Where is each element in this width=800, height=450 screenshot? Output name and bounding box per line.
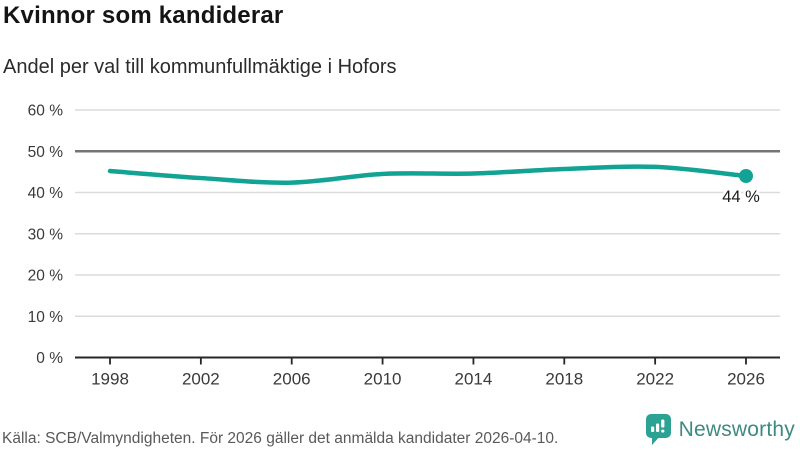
x-axis-tick-label: 2002 xyxy=(182,370,220,389)
y-axis-tick-label: 60 % xyxy=(28,103,64,120)
x-axis-tick-label: 2026 xyxy=(727,370,765,389)
y-axis-tick-label: 40 % xyxy=(28,185,64,202)
x-axis-tick-label: 1998 xyxy=(91,370,129,389)
x-axis-tick-label: 2010 xyxy=(364,370,402,389)
y-axis-tick-label: 50 % xyxy=(28,144,64,161)
newsworthy-wordmark: Newsworthy xyxy=(678,418,795,441)
newsworthy-bubble-chart-icon xyxy=(645,414,671,445)
line-chart: 0 % 10 % 20 % 30 % 40 % 50 % 60 % 1998 2002 2006 2… xyxy=(28,103,780,389)
y-axis-tick-label: 10 % xyxy=(28,309,64,326)
x-axis-tick-label: 2006 xyxy=(273,370,311,389)
source-note: Källa: SCB/Valmyndigheten. För 2026 gäll… xyxy=(2,430,559,447)
chart-subtitle: Andel per val till kommunfullmäktige i H… xyxy=(3,56,397,78)
x-axis-tick-label: 2018 xyxy=(545,370,583,389)
value-annotation: 44 % xyxy=(722,188,760,206)
y-axis-tick-label: 20 % xyxy=(28,268,64,285)
y-axis-tick-label: 0 % xyxy=(36,350,63,367)
newsworthy-logo[interactable]: Newsworthy xyxy=(645,414,795,446)
series-line xyxy=(107,164,749,185)
x-axis-tick-label: 2014 xyxy=(455,370,493,389)
last-point-marker xyxy=(739,169,753,183)
x-axis-tick-label: 2022 xyxy=(636,370,674,389)
y-axis-tick-label: 30 % xyxy=(28,226,64,243)
chart-title: Kvinnor som kandiderar xyxy=(3,2,284,29)
